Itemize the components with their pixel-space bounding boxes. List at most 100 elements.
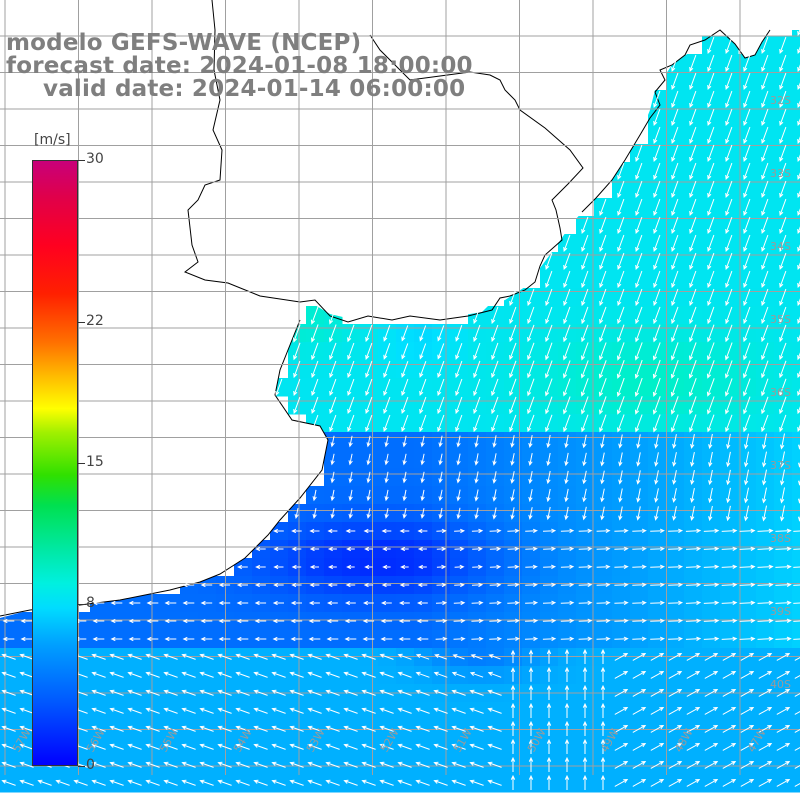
wind-vector-arrow [453, 618, 466, 624]
wind-vector-arrow [725, 360, 733, 379]
wind-vector-arrow [797, 262, 800, 270]
wind-vector-arrow [776, 743, 791, 751]
wind-vector-arrow [397, 761, 412, 768]
wind-vector-arrow [616, 377, 625, 397]
wind-vector-arrow [146, 636, 159, 642]
wind-vector-arrow [379, 725, 394, 732]
wind-vector-arrow [469, 725, 484, 732]
wind-vector-arrow [182, 618, 195, 624]
wind-vector-arrow [92, 636, 105, 642]
wind-vector-arrow [253, 653, 268, 660]
wind-vector-arrow [743, 360, 751, 379]
wind-vector-arrow [361, 779, 376, 786]
wind-vector-arrow [779, 36, 787, 54]
wind-vector-arrow [600, 738, 606, 754]
wind-vector-arrow [743, 162, 751, 180]
wind-vector-arrow [181, 761, 196, 768]
wind-speed-cell [792, 666, 800, 685]
wind-vector-arrow [307, 689, 322, 696]
wind-vector-arrow [397, 653, 412, 660]
wind-speed-cell [792, 738, 800, 757]
wind-vector-arrow [616, 396, 625, 415]
wind-vector-arrow [671, 72, 679, 90]
wind-vector-arrow [581, 288, 589, 307]
wind-vector-arrow [435, 636, 448, 642]
wind-vector-arrow [704, 671, 719, 679]
wind-vector-arrow [722, 761, 737, 769]
wind-vector-arrow [289, 653, 304, 660]
wind-vector-arrow [437, 414, 445, 433]
wind-vector-arrow [343, 779, 358, 786]
wind-vector-arrow [469, 761, 484, 768]
wind-vector-arrow [793, 584, 800, 586]
wind-vector-arrow [145, 779, 160, 786]
wind-vector-arrow [797, 28, 800, 36]
wind-vector-arrow [668, 600, 684, 606]
wind-vector-arrow [289, 671, 304, 678]
wind-vector-arrow [1, 779, 16, 786]
wind-vector-arrow [654, 506, 659, 521]
wind-vector-arrow [743, 108, 751, 126]
wind-vector-arrow [797, 316, 800, 325]
wind-vector-arrow [307, 671, 322, 678]
wind-vector-arrow [471, 618, 484, 624]
wind-vector-arrow [634, 377, 643, 397]
wind-vector-arrow [383, 325, 391, 342]
wind-vector-arrow [528, 756, 534, 772]
wind-vector-arrow [689, 324, 697, 343]
wind-vector-arrow [308, 618, 321, 624]
wind-vector-arrow [739, 546, 756, 551]
wind-vector-arrow [708, 469, 713, 486]
wind-vector-arrow [273, 528, 284, 534]
wind-vector-arrow [685, 564, 702, 570]
wind-vector-arrow [725, 144, 733, 162]
wind-vector-arrow [563, 396, 571, 415]
wind-vector-arrow [635, 288, 643, 307]
wind-vector-arrow [671, 270, 679, 289]
wind-vector-arrow [743, 234, 751, 252]
wind-vector-arrow [761, 234, 769, 252]
wind-vector-arrow [686, 671, 701, 679]
wind-vector-arrow [650, 689, 665, 697]
wind-vector-arrow [725, 198, 733, 216]
wind-vector-arrow [564, 434, 569, 449]
wind-vector-arrow [671, 54, 679, 72]
wind-vector-arrow [364, 546, 373, 552]
wind-vector-arrow [527, 360, 535, 379]
wind-vector-arrow [2, 618, 15, 624]
wind-vector-arrow [488, 654, 501, 660]
latitude-label: 32S [770, 94, 791, 107]
wind-vector-arrow [686, 743, 701, 751]
wind-vector-arrow [343, 671, 358, 678]
wind-vector-arrow [596, 618, 611, 624]
wind-vector-arrow [528, 684, 534, 700]
wind-vector-arrow [235, 761, 250, 768]
wind-vector-arrow [779, 54, 787, 72]
wind-vector-arrow [563, 234, 571, 252]
wind-vector-arrow [309, 564, 319, 570]
wind-vector-arrow [419, 343, 427, 360]
wind-vector-arrow [793, 620, 800, 622]
wind-vector-arrow [471, 600, 484, 606]
wind-vector-arrow [397, 743, 412, 750]
wind-vector-arrow [127, 743, 142, 750]
wind-vector-arrow [542, 618, 557, 624]
latitude-label: 38S [770, 532, 791, 545]
wind-vector-arrow [545, 288, 553, 307]
wind-vector-arrow [487, 707, 502, 714]
wind-vector-arrow [779, 72, 787, 90]
wind-vector-arrow [272, 600, 284, 606]
wind-vector-arrow [347, 396, 355, 414]
wind-vector-arrow [797, 154, 800, 162]
wind-vector-arrow [402, 435, 407, 448]
wind-vector-arrow [578, 546, 593, 552]
wind-vector-arrow [650, 653, 665, 661]
wind-vector-arrow [797, 100, 800, 108]
wind-vector-arrow [1, 761, 16, 768]
wind-vector-arrow [743, 414, 751, 433]
wind-vector-arrow [330, 435, 335, 448]
wind-vector-arrow [312, 489, 317, 502]
wind-vector-arrow [726, 451, 731, 468]
wind-vector-arrow [794, 656, 800, 661]
wind-vector-arrow [346, 546, 355, 552]
